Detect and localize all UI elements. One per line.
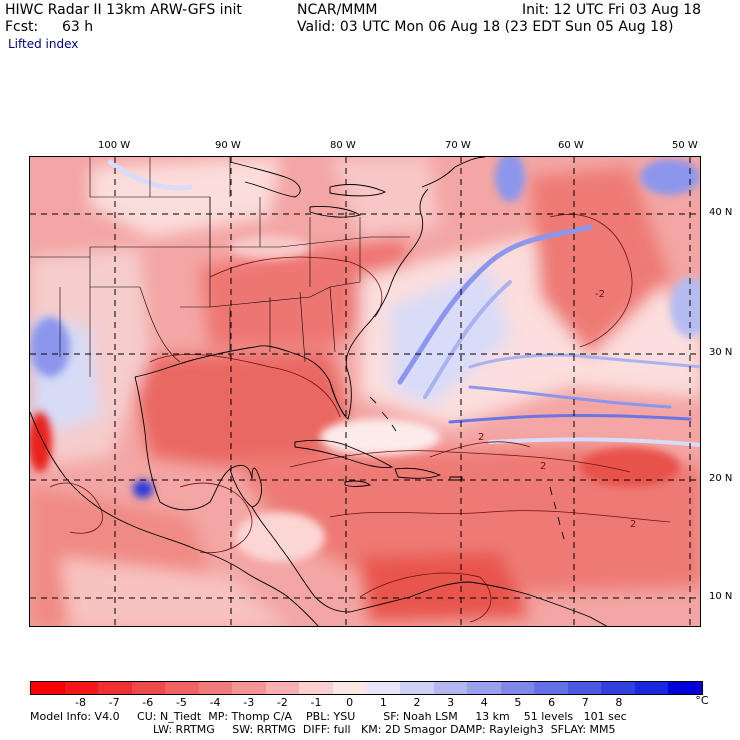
field-name: Lifted index: [8, 37, 79, 51]
colorbar-swatch: [64, 682, 99, 694]
colorbar-label: 4: [480, 696, 488, 709]
colorbar-label: 8: [615, 696, 623, 709]
lat-label-30n: 30 N: [709, 347, 733, 358]
lon-label-80w: 80 W: [330, 140, 356, 151]
colorbar-swatch: [332, 682, 367, 694]
colorbar-swatch: [198, 682, 233, 694]
lat-label-40n: 40 N: [709, 207, 733, 218]
colorbar-label: -2: [276, 696, 288, 709]
colorbar-label: 7: [581, 696, 589, 709]
colorbar-swatch: [433, 682, 468, 694]
colorbar-swatch: [400, 682, 434, 694]
lon-label-90w: 90 W: [215, 140, 241, 151]
colorbar-label: 0: [346, 696, 354, 709]
contour-lines: [49, 214, 671, 623]
forecast-label: Fcst:: [5, 19, 39, 35]
state-borders: [30, 157, 410, 377]
model-title: HIWC Radar II 13km ARW-GFS init: [5, 2, 242, 18]
init-time: Init: 12 UTC Fri 03 Aug 18: [522, 2, 702, 18]
colorbar-label: -4: [209, 696, 221, 709]
colorbar-swatch: [232, 682, 266, 694]
lon-label-100w: 100 W: [98, 140, 131, 151]
colorbar-label: 6: [548, 696, 556, 709]
organization-label: NCAR/MMM: [297, 2, 378, 18]
colorbar-label: -1: [310, 696, 322, 709]
colorbar-label: 5: [514, 696, 522, 709]
colorbar-swatch: [500, 682, 535, 694]
colorbar-swatch: [165, 682, 199, 694]
valid-time: Valid: 03 UTC Mon 06 Aug 18 (23 EDT Sun …: [297, 19, 674, 35]
colorbar-unit: °C: [695, 694, 709, 707]
colorbar-swatch: [366, 682, 401, 694]
coastlines: [30, 157, 608, 626]
lon-label-50w: 50 W: [672, 140, 698, 151]
colorbar-label: -8: [74, 696, 86, 709]
lat-label-20n: 20 N: [709, 473, 733, 484]
colorbar-swatch: [131, 682, 166, 694]
colorbar-label: -6: [142, 696, 154, 709]
colorbar-label: 1: [379, 696, 387, 709]
colorbar-label: -7: [108, 696, 120, 709]
colorbar-swatch: [534, 682, 568, 694]
colorbar: [30, 681, 703, 695]
contour-value-labels: 2 2 2 -2: [478, 289, 636, 530]
lifted-index-map: 2 2 2 -2: [30, 157, 700, 626]
colorbar-label: -5: [175, 696, 187, 709]
forecast-hour: 63 h: [62, 19, 94, 35]
colorbar-swatch: [668, 682, 702, 694]
colorbar-swatch: [265, 682, 300, 694]
colorbar-swatch: [467, 682, 501, 694]
lon-label-70w: 70 W: [445, 140, 471, 151]
contour-label: -2: [595, 289, 605, 300]
colorbar-label: 2: [413, 696, 421, 709]
colorbar-swatch: [299, 682, 333, 694]
contour-label: 2: [540, 461, 546, 472]
colorbar-swatch: [567, 682, 602, 694]
colorbar-swatch: [634, 682, 669, 694]
model-info-line1: Model Info: V4.0 CU: N_Tiedt MP: Thomp C…: [30, 710, 627, 723]
colorbar-swatch: [601, 682, 635, 694]
field-features: [30, 157, 700, 562]
colorbar-label: -3: [243, 696, 255, 709]
contour-label: 2: [630, 519, 636, 530]
lat-label-10n: 10 N: [709, 591, 733, 602]
colorbar-label: 3: [447, 696, 455, 709]
colorbar-swatch: [98, 682, 132, 694]
stable-streaks: [107, 159, 700, 447]
graticule: [30, 157, 700, 626]
lon-label-60w: 60 W: [558, 140, 584, 151]
map-panel: 2 2 2 -2: [29, 156, 701, 627]
model-info-line2: LW: RRTMG SW: RRTMG DIFF: full KM: 2D Sm…: [153, 723, 616, 736]
contour-label: 2: [478, 432, 484, 443]
colorbar-swatch: [31, 682, 65, 694]
